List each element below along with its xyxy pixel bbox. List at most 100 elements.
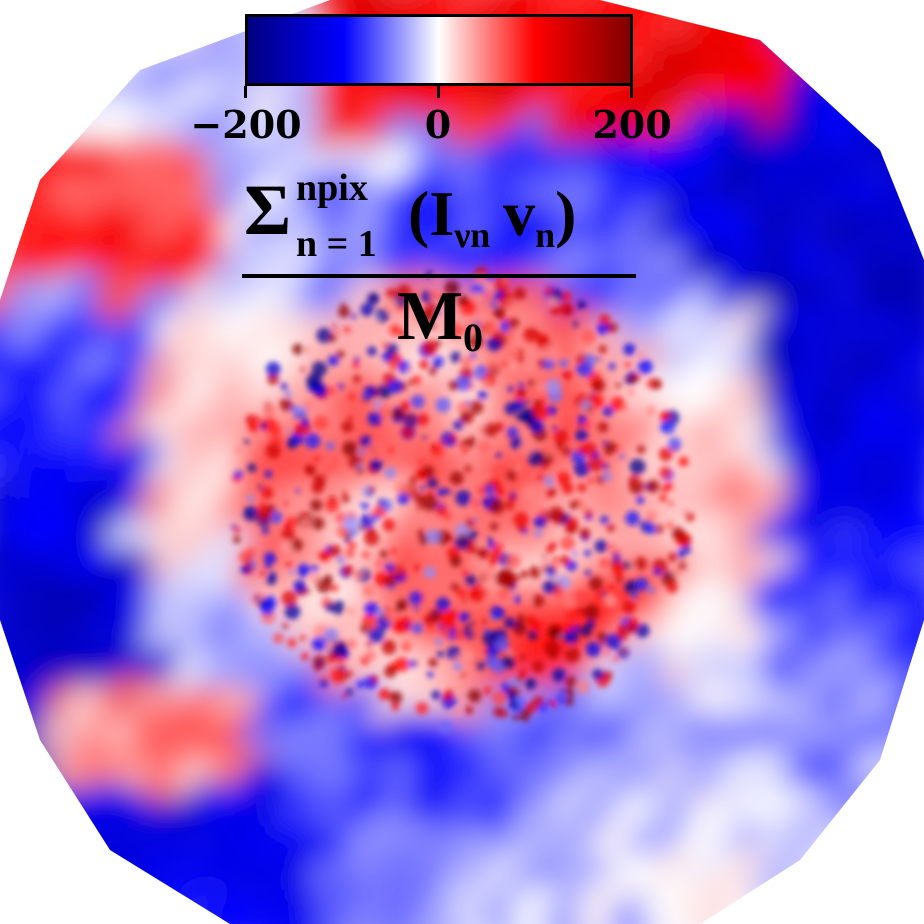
velocity-speckle [460, 532, 466, 539]
velocity-speckle [414, 493, 426, 505]
velocity-speckle [434, 276, 442, 284]
velocity-cell [0, 693, 22, 748]
velocity-speckle [462, 598, 467, 603]
velocity-speckle [563, 593, 578, 608]
velocity-speckle [596, 631, 608, 643]
velocity-speckle [520, 570, 528, 578]
velocity-speckle [314, 383, 328, 398]
velocity-speckle [352, 374, 361, 383]
velocity-speckle [400, 400, 411, 412]
velocity-cell [891, 0, 924, 33]
velocity-speckle [331, 457, 339, 466]
colorbar-frame [245, 14, 633, 86]
velocity-speckle [598, 345, 607, 354]
velocity-speckle [504, 617, 516, 629]
velocity-speckle [287, 638, 297, 648]
velocity-speckle [344, 565, 354, 576]
velocity-speckle [408, 476, 417, 485]
velocity-speckle [331, 600, 345, 615]
velocity-speckle [626, 623, 637, 634]
velocity-speckle [607, 585, 615, 593]
colorbar-label-zero: 0 [424, 102, 452, 147]
velocity-speckle [615, 576, 623, 584]
velocity-speckle [454, 709, 462, 717]
velocity-speckle [416, 413, 429, 426]
velocity-speckle [488, 558, 497, 568]
velocity-cell [164, 0, 235, 34]
velocity-speckle [624, 580, 639, 594]
velocity-speckle [358, 449, 366, 456]
velocity-speckle [475, 660, 486, 670]
velocity-speckle [546, 491, 554, 498]
velocity-speckle [380, 499, 393, 512]
velocity-speckle [431, 690, 441, 700]
velocity-speckle [476, 539, 484, 547]
velocity-speckle [246, 494, 255, 503]
velocity-speckle [512, 713, 519, 721]
velocity-speckle [292, 343, 304, 355]
velocity-speckle [388, 447, 394, 453]
velocity-speckle [294, 413, 300, 420]
velocity-speckle [505, 318, 510, 324]
velocity-speckle [551, 555, 560, 565]
velocity-speckle [263, 552, 277, 565]
velocity-speckle [338, 305, 351, 318]
velocity-speckle [281, 384, 288, 391]
velocity-speckle [559, 555, 570, 566]
velocity-speckle [542, 580, 557, 594]
velocity-speckle [450, 351, 462, 363]
velocity-speckle [341, 494, 350, 503]
velocity-speckle [518, 708, 532, 722]
velocity-speckle [470, 558, 479, 566]
summand-close: ) [555, 178, 577, 249]
velocity-cell [0, 68, 43, 139]
velocity-speckle [504, 402, 518, 416]
velocity-cell [128, 706, 198, 776]
velocity-speckle [441, 294, 447, 300]
velocity-speckle [579, 527, 591, 539]
velocity-speckle [399, 330, 407, 338]
velocity-speckle [501, 587, 508, 595]
velocity-cell [507, 885, 568, 924]
velocity-cell [0, 0, 66, 72]
velocity-speckle [382, 518, 396, 532]
velocity-cell [853, 787, 923, 857]
velocity-speckle [463, 463, 473, 473]
velocity-speckle [668, 552, 678, 562]
velocity-speckle [251, 415, 261, 426]
velocity-speckle [415, 468, 427, 480]
velocity-speckle [454, 628, 466, 641]
velocity-speckle [541, 344, 558, 361]
velocity-speckle [348, 393, 355, 400]
velocity-speckle [564, 647, 581, 663]
velocity-speckle [317, 662, 322, 667]
velocity-speckle [580, 625, 592, 637]
velocity-speckle [548, 506, 565, 522]
velocity-cell [77, 2, 133, 58]
velocity-speckle [327, 386, 337, 396]
velocity-speckle [419, 485, 425, 491]
velocity-speckle [577, 483, 587, 493]
velocity-speckle [259, 570, 266, 576]
velocity-speckle [517, 349, 524, 355]
velocity-speckle [653, 568, 661, 576]
velocity-speckle [532, 404, 549, 421]
velocity-speckle [546, 565, 555, 574]
velocity-speckle [475, 463, 482, 470]
velocity-speckle [467, 530, 478, 541]
colorbar-label-max: 200 [592, 102, 672, 147]
sigma-symbol: Σ [244, 170, 292, 250]
velocity-speckle [456, 587, 468, 599]
velocity-cell [814, 0, 885, 30]
velocity-cell [71, 35, 126, 90]
velocity-speckle [627, 388, 635, 396]
velocity-speckle [517, 388, 526, 396]
velocity-speckle [410, 537, 420, 546]
velocity-speckle [534, 380, 549, 395]
velocity-speckle [522, 529, 528, 535]
velocity-speckle [420, 290, 433, 303]
velocity-speckle [284, 603, 301, 620]
velocity-cell [72, 889, 130, 924]
velocity-speckle [516, 695, 525, 704]
